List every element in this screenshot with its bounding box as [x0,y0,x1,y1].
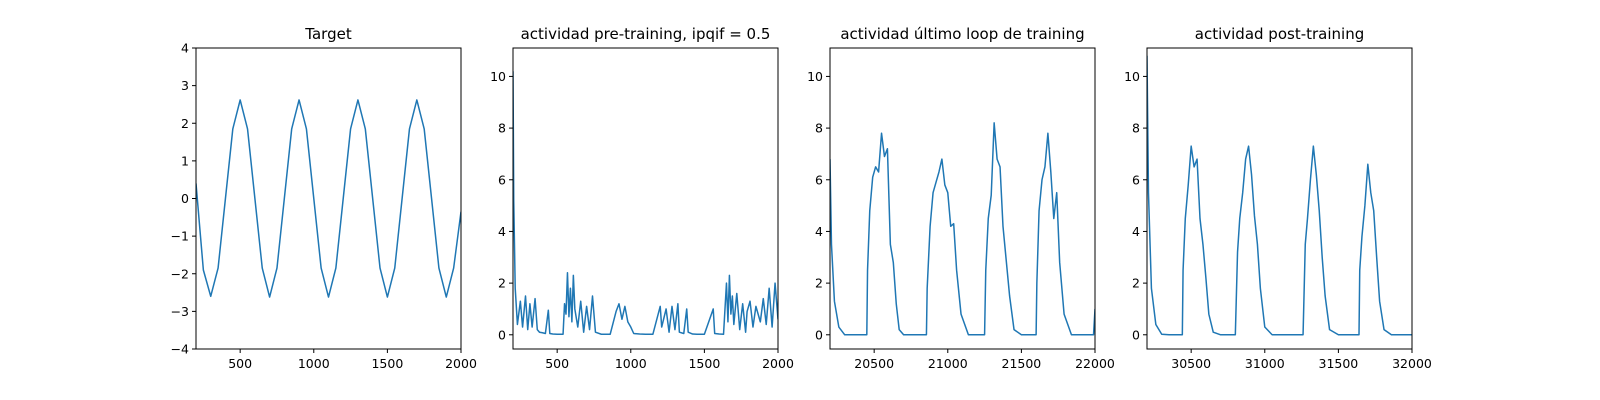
y-tick-label: 2 [498,276,506,291]
x-tick-label: 2000 [762,356,794,371]
y-tick-label: 4 [815,224,823,239]
y-tick-label: 0 [181,191,189,206]
x-tick-label: 1000 [298,356,330,371]
subplot-title: actividad último loop de training [840,25,1084,43]
series-line [196,99,461,298]
y-tick-label: 8 [498,121,506,136]
x-tick-label: 1000 [615,356,647,371]
y-tick-label: 4 [498,224,506,239]
y-tick-label: 2 [181,116,189,131]
series-line [830,122,1095,336]
x-tick-label: 500 [228,356,252,371]
axes-frame [1146,47,1413,350]
y-tick-label: 6 [1132,172,1140,187]
y-tick-label: 0 [815,327,823,342]
y-tick-label: 0 [1132,327,1140,342]
y-tick-label: −1 [171,229,189,244]
x-tick-label: 32000 [1392,356,1432,371]
y-tick-label: 4 [181,41,189,56]
x-tick-label: 31000 [1245,356,1285,371]
y-tick-label: 4 [1132,224,1140,239]
y-tick-label: 3 [181,78,189,93]
y-tick-label: 6 [498,172,506,187]
x-tick-label: 500 [545,356,569,371]
subplot-post-training: actividad post-training 30500 31000 31500 3… [1124,25,1432,371]
x-tick-label: 30500 [1171,356,1211,371]
y-tick-label: 6 [815,172,823,187]
subplot-last-training-loop: actividad último loop de training 20500 2… [807,25,1115,371]
series-line [1147,55,1412,336]
x-tick-label: 1500 [371,356,403,371]
x-tick-label: 21500 [1002,356,1042,371]
x-tick-label: 31500 [1319,356,1359,371]
y-tick-label: 2 [1132,276,1140,291]
y-tick-label: 1 [181,153,189,168]
x-tick-label: 22000 [1075,356,1115,371]
y-tick-label: 10 [807,69,823,84]
series-line [513,71,778,336]
x-tick-label: 21000 [928,356,968,371]
subplot-target: Target 500 1000 1500 2000 −4 −3 −2 −1 0 1 2 3 4 [171,25,477,371]
y-tick-label: 8 [815,121,823,136]
y-tick-label: −2 [171,266,189,281]
axes-frame [829,47,1096,350]
subplot-title: actividad post-training [1195,25,1364,43]
y-tick-label: 10 [1124,69,1140,84]
subplot-pre-training: actividad pre-training, ipqif = 0.5 500 1… [490,25,794,371]
x-tick-label: 20500 [854,356,894,371]
x-tick-label: 2000 [445,356,477,371]
y-tick-label: −4 [171,342,189,357]
subplot-title: Target [304,25,352,43]
y-tick-label: 0 [498,327,506,342]
y-tick-label: 2 [815,276,823,291]
x-tick-label: 1500 [688,356,720,371]
y-tick-label: 10 [490,69,506,84]
axes-frame [195,47,462,350]
y-tick-label: 8 [1132,121,1140,136]
subplot-title: actividad pre-training, ipqif = 0.5 [521,25,771,43]
axes-frame [512,47,779,350]
y-tick-label: −3 [171,304,189,319]
